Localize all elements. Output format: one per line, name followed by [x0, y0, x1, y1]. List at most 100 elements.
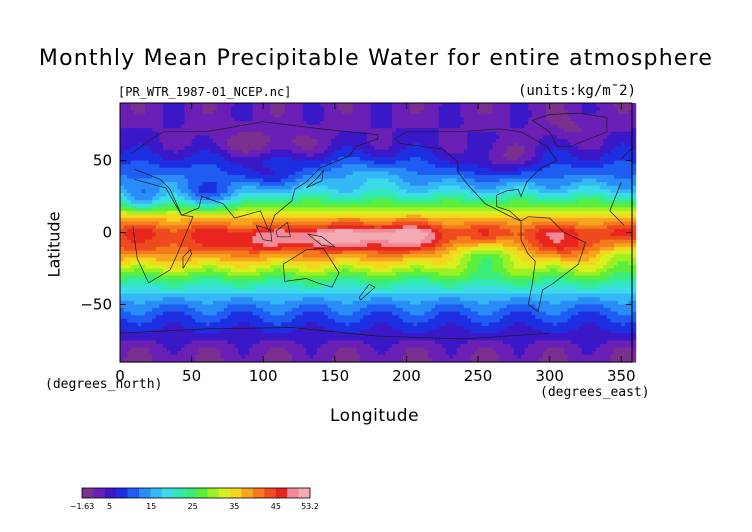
map-cell: [284, 146, 289, 151]
map-cell: [492, 192, 497, 198]
map-cell: [424, 153, 429, 158]
map-cell: [420, 110, 425, 115]
map-cell: [581, 207, 587, 212]
map-cell: [388, 167, 393, 172]
map-cell: [270, 153, 275, 158]
map-cell: [589, 117, 594, 122]
map-cell: [327, 225, 332, 230]
map-cell: [610, 200, 615, 205]
map-cell: [241, 113, 246, 118]
map-cell: [270, 138, 275, 144]
map-cell: [431, 138, 436, 144]
map-cell: [145, 178, 150, 183]
map-cell: [452, 149, 458, 154]
map-cell: [234, 128, 239, 133]
map-cell: [528, 117, 533, 122]
map-cell: [495, 196, 501, 201]
map-cell: [470, 128, 476, 133]
map-cell: [363, 113, 368, 118]
map-cell: [313, 218, 318, 223]
map-cell: [173, 218, 178, 223]
map-cell: [238, 131, 243, 136]
map-cell: [581, 146, 587, 151]
map-cell: [603, 182, 608, 187]
map-cell: [205, 200, 211, 205]
map-cell: [313, 138, 318, 144]
map-cell: [227, 110, 232, 115]
map-cell: [170, 124, 175, 129]
map-cell: [624, 200, 629, 205]
map-cell: [521, 185, 526, 190]
map-cell: [327, 146, 332, 151]
map-cell: [632, 221, 637, 226]
map-cell: [137, 103, 143, 108]
map-cell: [606, 156, 612, 162]
map-cell: [273, 124, 279, 129]
map-cell: [632, 218, 637, 223]
map-cell: [374, 135, 379, 140]
map-cell: [259, 178, 264, 183]
map-cell: [449, 120, 454, 126]
map-cell: [513, 218, 519, 223]
map-cell: [478, 106, 483, 111]
map-cell: [521, 131, 526, 136]
map-cell: [556, 113, 561, 118]
map-cell: [438, 185, 443, 190]
map-cell: [492, 110, 497, 115]
map-cell: [148, 221, 153, 226]
map-cell: [485, 167, 490, 172]
map-cell: [284, 128, 289, 133]
map-cell: [127, 178, 132, 183]
map-cell: [223, 117, 228, 122]
map-cell: [134, 171, 139, 176]
x-unit-label: (degrees_east): [540, 385, 650, 400]
map-cell: [510, 214, 515, 219]
map-cell: [288, 110, 293, 115]
map-cell: [621, 142, 626, 147]
map-cell: [492, 103, 497, 108]
map-cell: [145, 200, 150, 205]
map-cell: [356, 135, 361, 140]
map-cell: [531, 149, 536, 154]
map-cell: [120, 200, 125, 205]
map-cell: [202, 218, 207, 223]
map-cell: [485, 182, 490, 187]
map-cell: [585, 221, 590, 226]
map-cell: [145, 113, 150, 118]
map-cell: [213, 106, 218, 111]
map-cell: [299, 225, 304, 230]
map-cell: [334, 210, 339, 216]
map-cell: [395, 153, 400, 158]
map-cell: [291, 120, 297, 126]
map-cell: [270, 131, 275, 136]
map-cell: [531, 160, 536, 165]
map-cell: [556, 210, 561, 216]
map-cell: [367, 106, 372, 111]
map-cell: [320, 160, 325, 165]
map-cell: [581, 178, 587, 183]
map-cell: [316, 203, 322, 208]
map-cell: [395, 146, 400, 151]
map-cell: [338, 142, 343, 147]
map-cell: [134, 182, 139, 187]
map-cell: [349, 225, 354, 230]
map-cell: [134, 153, 139, 158]
map-cell: [166, 106, 171, 111]
map-cell: [417, 128, 422, 133]
map-cell: [259, 160, 264, 165]
map-cell: [506, 156, 511, 162]
map-cell: [331, 171, 336, 176]
map-cell: [424, 131, 429, 136]
map-cell: [277, 164, 282, 169]
map-cell: [410, 124, 415, 129]
map-cell: [291, 218, 297, 223]
map-cell: [177, 103, 182, 108]
map-cell: [367, 167, 372, 172]
map-cell: [599, 189, 604, 194]
map-cell: [463, 200, 468, 205]
map-cell: [632, 210, 637, 216]
map-cell: [449, 221, 454, 226]
map-cell: [524, 203, 529, 208]
map-cell: [284, 192, 289, 198]
map-cell: [384, 207, 390, 212]
